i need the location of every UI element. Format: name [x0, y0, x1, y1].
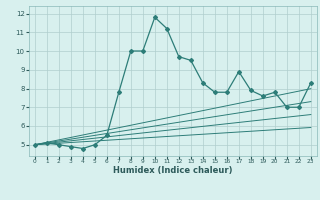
X-axis label: Humidex (Indice chaleur): Humidex (Indice chaleur): [113, 166, 233, 175]
